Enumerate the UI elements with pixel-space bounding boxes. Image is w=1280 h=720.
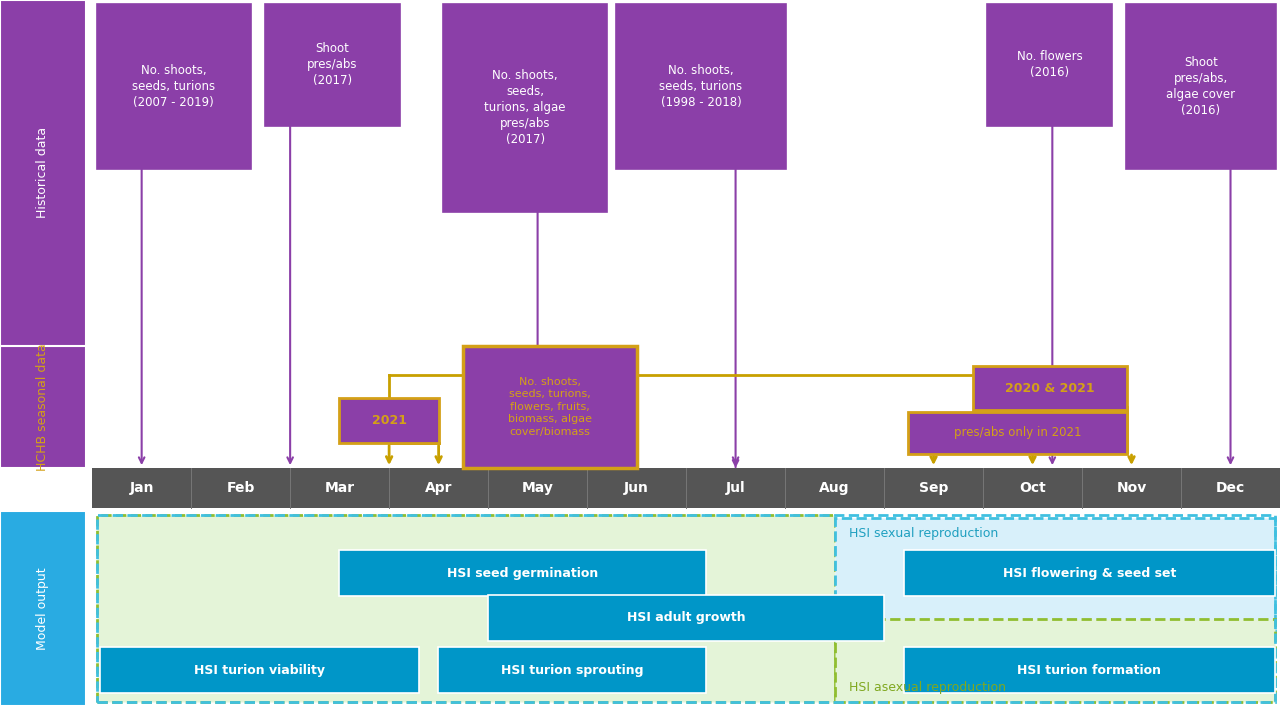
Text: 2020 & 2021: 2020 & 2021 [1005, 382, 1094, 395]
Text: HSI turion viability: HSI turion viability [195, 664, 325, 677]
Text: 2021: 2021 [371, 414, 407, 427]
FancyBboxPatch shape [0, 346, 86, 468]
FancyBboxPatch shape [339, 550, 707, 596]
FancyBboxPatch shape [0, 511, 86, 706]
Text: Historical data: Historical data [36, 127, 50, 218]
Text: HSI turion sprouting: HSI turion sprouting [500, 664, 644, 677]
Text: pres/abs only in 2021: pres/abs only in 2021 [954, 426, 1082, 439]
FancyBboxPatch shape [438, 647, 707, 693]
Text: HCHB seasonal data: HCHB seasonal data [36, 343, 50, 471]
FancyBboxPatch shape [265, 4, 399, 126]
FancyBboxPatch shape [96, 4, 251, 169]
Text: Oct: Oct [1019, 481, 1046, 495]
FancyBboxPatch shape [616, 4, 786, 169]
Text: Nov: Nov [1116, 481, 1147, 495]
FancyBboxPatch shape [100, 647, 419, 693]
Text: No. shoots,
seeds, turions
(2007 - 2019): No. shoots, seeds, turions (2007 - 2019) [132, 64, 215, 109]
Text: Jan: Jan [129, 481, 154, 495]
FancyBboxPatch shape [987, 4, 1112, 126]
Text: No. shoots,
seeds, turions
(1998 - 2018): No. shoots, seeds, turions (1998 - 2018) [659, 64, 742, 109]
Text: Jun: Jun [625, 481, 649, 495]
FancyBboxPatch shape [97, 515, 835, 702]
Text: Feb: Feb [227, 481, 255, 495]
Text: Mar: Mar [325, 481, 355, 495]
Text: Model output: Model output [36, 567, 50, 649]
FancyBboxPatch shape [909, 412, 1128, 454]
Text: HSI sexual reproduction: HSI sexual reproduction [850, 527, 998, 540]
Text: Shoot
pres/abs
(2017): Shoot pres/abs (2017) [307, 42, 357, 87]
Text: HSI turion formation: HSI turion formation [1018, 664, 1161, 677]
Text: No. flowers
(2016): No. flowers (2016) [1018, 50, 1083, 79]
Text: Apr: Apr [425, 481, 452, 495]
FancyBboxPatch shape [443, 4, 608, 212]
FancyBboxPatch shape [835, 518, 1275, 641]
Text: No. shoots,
seeds, turions,
flowers, fruits,
biomass, algae
cover/biomass: No. shoots, seeds, turions, flowers, fru… [508, 377, 591, 436]
FancyBboxPatch shape [488, 595, 884, 641]
FancyBboxPatch shape [92, 468, 1280, 508]
FancyBboxPatch shape [904, 647, 1275, 693]
Text: Dec: Dec [1216, 481, 1245, 495]
Text: HSI seed germination: HSI seed germination [447, 567, 598, 580]
Text: HSI flowering & seed set: HSI flowering & seed set [1002, 567, 1176, 580]
Text: HSI adult growth: HSI adult growth [627, 611, 745, 624]
FancyBboxPatch shape [339, 398, 439, 443]
Text: No. shoots,
seeds,
turions, algae
pres/abs
(2017): No. shoots, seeds, turions, algae pres/a… [484, 70, 566, 146]
FancyBboxPatch shape [835, 619, 1275, 702]
Text: Jul: Jul [726, 481, 745, 495]
Text: Aug: Aug [819, 481, 850, 495]
Text: May: May [522, 481, 553, 495]
FancyBboxPatch shape [1126, 4, 1276, 169]
FancyBboxPatch shape [463, 346, 637, 468]
FancyBboxPatch shape [973, 366, 1128, 410]
Text: Shoot
pres/abs,
algae cover
(2016): Shoot pres/abs, algae cover (2016) [1166, 56, 1235, 117]
FancyBboxPatch shape [0, 0, 86, 346]
FancyBboxPatch shape [904, 550, 1275, 596]
Text: Sep: Sep [919, 481, 948, 495]
Text: HSI asexual reproduction: HSI asexual reproduction [850, 681, 1006, 694]
